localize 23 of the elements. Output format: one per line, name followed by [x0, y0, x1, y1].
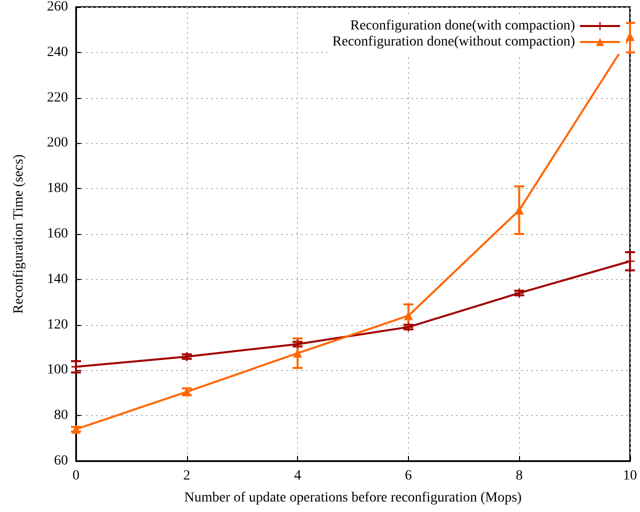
y-tick-label: 140: [47, 272, 68, 287]
y-tick-label: 80: [54, 408, 68, 424]
point: [293, 348, 302, 358]
legend-label: Reconfiguration done(without compaction): [332, 34, 576, 50]
x-axis-title: Number of update operations before reconfiguration (Mops): [184, 490, 522, 506]
y-axis-title: Reconfiguration Time (secs): [12, 154, 26, 314]
x-tick-label: 8: [516, 468, 523, 484]
y-tick-label: 240: [47, 44, 68, 60]
y-tick-label: 160: [47, 226, 68, 242]
y-tick-label: 260: [47, 0, 68, 14]
y-tick-label: 220: [47, 90, 68, 106]
x-tick-label: 4: [294, 468, 302, 484]
legend-label: Reconfiguration done(with compaction): [350, 18, 576, 34]
y-tick-label: 100: [47, 362, 68, 378]
y-tick-label: 200: [47, 136, 68, 151]
y-tick-label: 60: [54, 454, 68, 468]
x-tick-label: 6: [404, 468, 412, 484]
point: [72, 424, 80, 434]
x-tick-label: 0: [72, 468, 80, 484]
y-tick-label: 180: [47, 181, 68, 196]
y-tick-label: 120: [47, 317, 68, 332]
x-tick-label: 10: [623, 468, 637, 484]
x-tick-label: 2: [183, 468, 190, 484]
